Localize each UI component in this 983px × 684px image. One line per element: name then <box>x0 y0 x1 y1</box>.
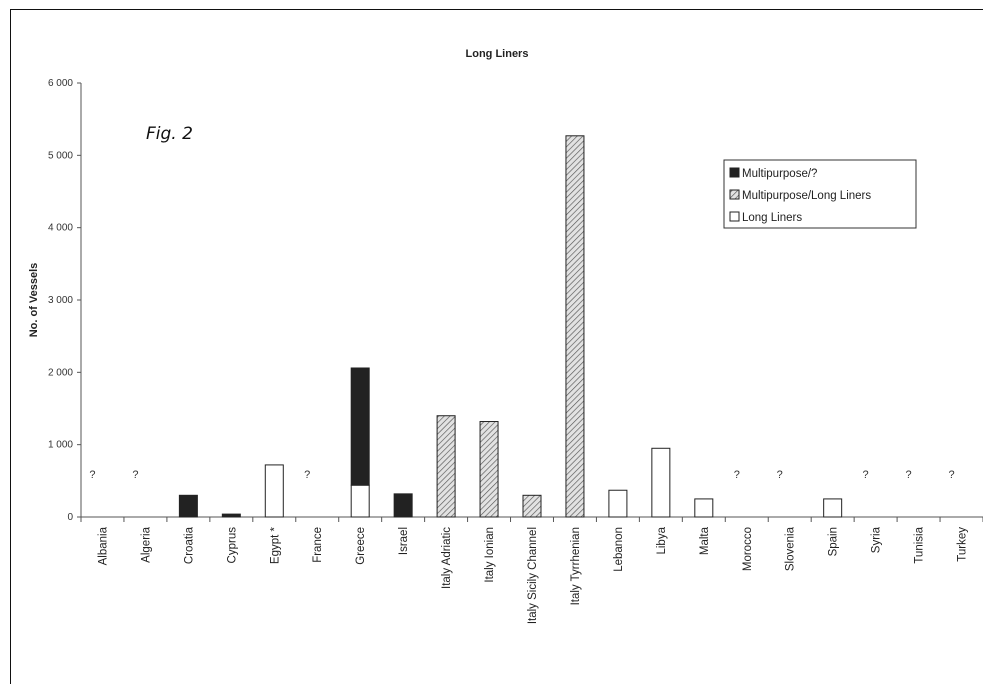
bars <box>178 135 843 518</box>
bar-segment <box>221 513 241 518</box>
legend-label: Long Liners <box>742 212 802 224</box>
bar-segment <box>608 489 628 518</box>
category-label: Italy Tyrrhenian <box>570 527 582 605</box>
category-label: Libya <box>656 526 668 554</box>
legend: Multipurpose/? Multipurpose/Long Liners Lo… <box>723 159 917 229</box>
category-label: Lebanon <box>613 527 625 572</box>
category-label: Algeria <box>140 526 152 562</box>
category-label: Egypt * <box>269 526 281 564</box>
category-label: Slovenia <box>785 526 797 571</box>
legend-swatch <box>729 211 740 222</box>
y-tick-label: 4 000 <box>48 223 73 234</box>
bar-segment <box>823 498 843 518</box>
bar-segment <box>350 367 370 486</box>
category-label: Greece <box>355 527 367 565</box>
unknown-marker: ? <box>734 469 740 481</box>
figure-label: Fig. 2 <box>146 124 193 144</box>
legend-label: Multipurpose/Long Liners <box>742 190 871 202</box>
category-label: Malta <box>699 526 711 555</box>
figure-frame <box>10 9 983 684</box>
bar-segment <box>694 498 714 518</box>
y-tick-label: 1 000 <box>48 440 73 451</box>
y-tick-label: 5 000 <box>48 150 73 161</box>
category-label: Italy Adriatic <box>441 527 453 589</box>
axes: 0 1 000 2 000 3 000 4 000 5 000 6 000 <box>48 78 983 523</box>
bar-segment <box>178 494 198 518</box>
unknown-marker: ? <box>304 469 310 481</box>
unknown-marker: ? <box>132 469 138 481</box>
bar-segment <box>264 464 284 518</box>
y-axis-label: No. of Vessels <box>28 263 40 338</box>
unknown-marker: ? <box>89 469 95 481</box>
legend-label: Multipurpose/? <box>742 168 817 180</box>
legend-swatch <box>729 167 740 178</box>
y-tick-label: 3 000 <box>48 295 73 306</box>
chart-title: Long Liners <box>466 48 529 60</box>
bar-segment <box>393 493 413 518</box>
category-label: Morocco <box>742 527 754 571</box>
category-label: Israel <box>398 527 410 555</box>
category-label: Syria <box>871 526 883 553</box>
category-label: France <box>312 527 324 563</box>
category-label: Italy Ionian <box>484 527 496 583</box>
unknown-marker: ? <box>777 469 783 481</box>
category-label: Spain <box>828 527 840 556</box>
bar-segment <box>565 135 585 518</box>
y-tick-label: 0 <box>67 512 73 523</box>
legend-swatch <box>729 189 740 200</box>
bar-segment <box>436 415 456 518</box>
bar-segment <box>479 421 499 518</box>
legend-box <box>723 159 917 229</box>
unknown-marker: ? <box>863 469 869 481</box>
category-label: Tunisia <box>914 526 926 563</box>
unknown-marker: ? <box>948 469 954 481</box>
bar-segment <box>651 447 671 518</box>
bar-segment <box>522 494 542 518</box>
y-tick-label: 6 000 <box>48 78 73 89</box>
category-label: Italy Sicily Channel <box>527 527 539 624</box>
unknown-marker: ? <box>906 469 912 481</box>
category-label: Croatia <box>183 526 195 564</box>
category-label: Albania <box>97 526 109 565</box>
bar-segment <box>350 484 370 518</box>
category-label: Cyprus <box>226 527 238 564</box>
y-tick-label: 2 000 <box>48 367 73 378</box>
category-label: Turkey <box>957 527 969 562</box>
category-labels: Albania Algeria Croatia Cyprus Egypt * France… <box>89 469 968 624</box>
